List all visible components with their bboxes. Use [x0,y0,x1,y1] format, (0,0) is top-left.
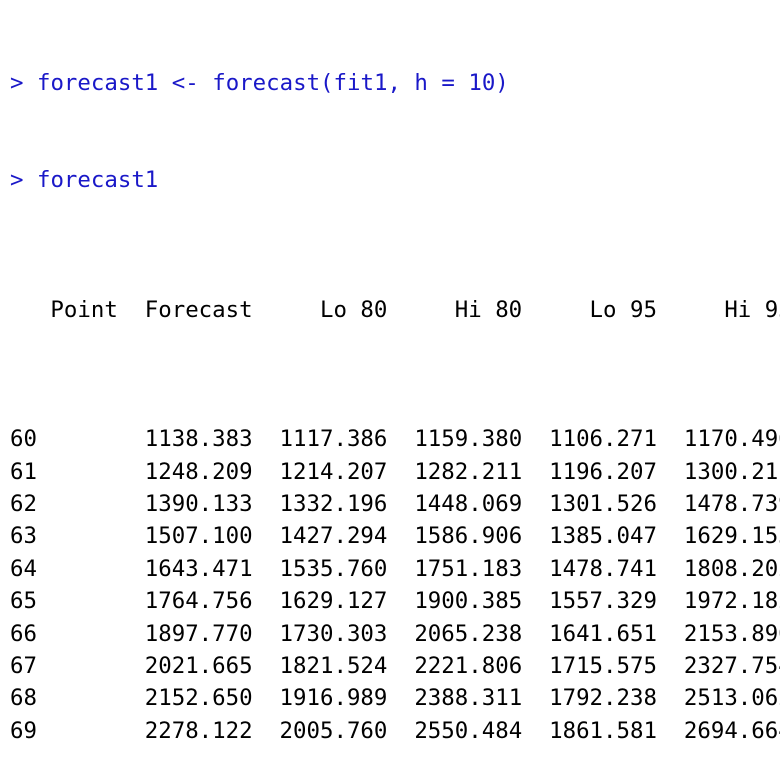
table-cell: 1106.271 [549,426,657,453]
row-point-label: 63 [10,523,37,550]
table-cell: 2005.760 [279,717,388,744]
command-text: forecast1 [36,167,159,194]
table-cell: 1792.238 [549,685,657,712]
row-point-label: 65 [10,588,37,615]
table-row: 64 1643.471 1535.760 1751.183 1478.741 1808.2… [10,553,780,585]
table-cell: 1117.386 [279,426,388,453]
command-line: > forecast1 [10,164,780,196]
table-cell: 1557.329 [549,588,657,615]
table-cell: 2021.665 [144,652,253,679]
table-cell: 1385.047 [549,523,657,550]
row-point-label: 67 [10,652,37,679]
table-header: Point Forecast Lo 80 Hi 80 Lo 95 Hi 95 [10,294,780,326]
table-row: 66 1897.770 1730.303 2065.238 1641.651 2153.8… [10,618,780,650]
table-cell: 1821.524 [279,652,388,679]
table-row: 61 1248.209 1214.207 1282.211 1196.207 1300.2… [10,456,780,488]
table-cell: 1170.496 [683,426,780,453]
table-cell: 1301.526 [549,491,657,518]
table-cell: 1478.741 [549,555,657,582]
table-cell: 1427.294 [279,523,388,550]
table-cell: 2065.238 [414,620,523,647]
table-cell: 2153.890 [683,620,780,647]
column-header-lo95: Lo 95 [589,296,657,323]
row-point-label: 68 [10,685,37,712]
table-cell: 1897.770 [144,620,253,647]
table-cell: 2388.311 [414,685,523,712]
table-cell: 1861.581 [549,717,657,744]
column-header-hi95: Hi 95 [724,296,780,323]
table-row: 67 2021.665 1821.524 2221.806 1715.575 2327.7… [10,650,780,682]
table-cell: 2221.806 [414,652,523,679]
row-point-label: 62 [10,491,37,518]
table-body: 60 1138.383 1117.386 1159.380 1106.271 1170.4… [10,423,780,747]
table-cell: 1643.471 [144,555,253,582]
table-cell: 1478.739 [683,491,780,518]
table-cell: 1641.651 [549,620,657,647]
table-cell: 2513.062 [683,685,780,712]
table-cell: 2152.650 [144,685,253,712]
column-header-hi80: Hi 80 [454,296,523,323]
table-cell: 1214.207 [279,458,388,485]
table-cell: 1535.760 [279,555,388,582]
table-cell: 1448.069 [414,491,523,518]
table-cell: 2694.664 [683,717,780,744]
table-row: 65 1764.756 1629.127 1900.385 1557.329 1972.1… [10,585,780,617]
table-cell: 1507.100 [144,523,253,550]
table-row: 69 2278.122 2005.760 2550.484 1861.581 2694.6… [10,715,780,747]
table-cell: 1916.989 [279,685,388,712]
row-point-label: 66 [10,620,37,647]
r-console-window: { "console": { "commands": [ {"prompt": … [10,69,780,744]
table-row: 68 2152.650 1916.989 2388.311 1792.238 2513.0… [10,682,780,714]
table-cell: 1629.153 [683,523,780,550]
prompt-symbol: > [10,167,24,194]
row-point-label: 64 [10,555,37,582]
table-cell: 1715.575 [549,652,657,679]
table-cell: 1332.196 [279,491,388,518]
row-point-label: 60 [10,426,37,453]
column-header-lo80: Lo 80 [319,296,388,323]
table-cell: 1764.756 [144,588,253,615]
row-point-label: 61 [10,458,37,485]
table-cell: 1159.380 [414,426,523,453]
prompt-symbol: > [10,69,24,96]
table-cell: 1248.209 [144,458,253,485]
column-header-point: Point [50,296,118,323]
column-header-forecast: Forecast [144,296,253,323]
table-cell: 1300.211 [683,458,780,485]
table-cell: 1390.133 [144,491,253,518]
table-row: 62 1390.133 1332.196 1448.069 1301.526 1478.7… [10,488,780,520]
table-cell: 2278.122 [144,717,253,744]
table-cell: 1196.207 [549,458,657,485]
table-row: 60 1138.383 1117.386 1159.380 1106.271 1170.4… [10,423,780,455]
command-line: > forecast1 <- forecast(fit1, h = 10) [10,67,780,99]
table-row: 63 1507.100 1427.294 1586.906 1385.047 1629.1… [10,520,780,552]
table-cell: 1629.127 [279,588,388,615]
command-text: forecast1 <- forecast(fit1, h = 10) [36,69,509,96]
table-cell: 1751.183 [414,555,523,582]
table-cell: 1972.182 [683,588,780,615]
table-cell: 1138.383 [144,426,253,453]
table-cell: 2327.754 [683,652,780,679]
table-cell: 1900.385 [414,588,523,615]
table-cell: 1808.202 [683,555,780,582]
table-cell: 1586.906 [414,523,523,550]
table-cell: 2550.484 [414,717,523,744]
console-output[interactable]: > forecast1 <- forecast(fit1, h = 10) > … [10,2,780,780]
row-point-label: 69 [10,717,37,744]
table-cell: 1730.303 [279,620,388,647]
table-cell: 1282.211 [414,458,523,485]
